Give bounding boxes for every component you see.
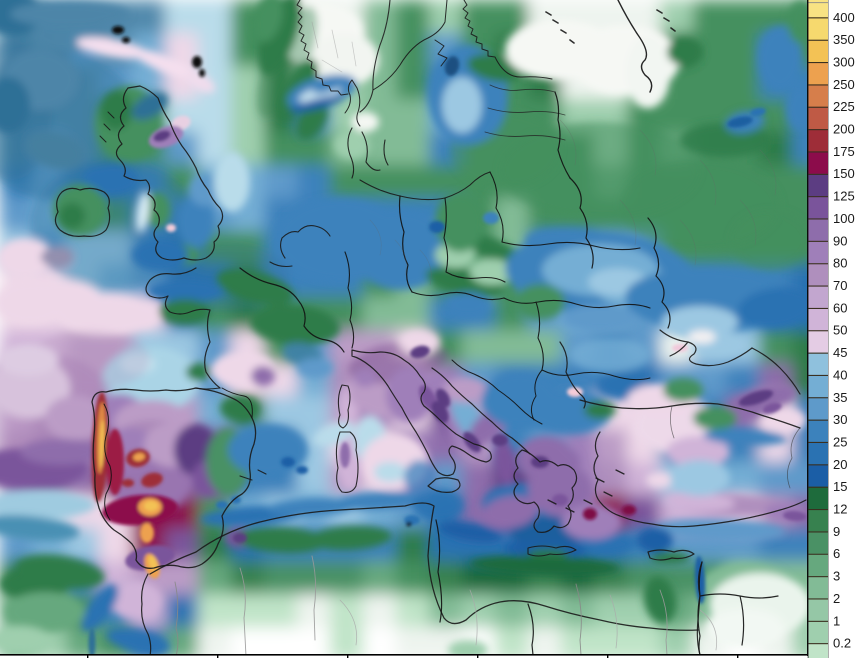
svg-text:12: 12 xyxy=(833,502,847,517)
svg-text:30: 30 xyxy=(833,412,847,427)
svg-text:70: 70 xyxy=(833,278,847,293)
svg-text:300: 300 xyxy=(833,55,855,70)
svg-text:350: 350 xyxy=(833,32,855,47)
svg-text:225: 225 xyxy=(833,99,855,114)
svg-text:50: 50 xyxy=(833,323,847,338)
svg-text:90: 90 xyxy=(833,233,847,248)
svg-text:35: 35 xyxy=(833,390,847,405)
svg-text:150: 150 xyxy=(833,166,855,181)
svg-text:15: 15 xyxy=(833,479,847,494)
svg-text:40: 40 xyxy=(833,367,847,382)
svg-text:200: 200 xyxy=(833,122,855,137)
svg-text:0.2: 0.2 xyxy=(833,636,851,651)
svg-text:3: 3 xyxy=(833,569,840,584)
svg-text:25: 25 xyxy=(833,434,847,449)
svg-text:400: 400 xyxy=(833,10,855,25)
svg-text:250: 250 xyxy=(833,77,855,92)
svg-text:60: 60 xyxy=(833,300,847,315)
svg-text:80: 80 xyxy=(833,256,847,271)
svg-text:6: 6 xyxy=(833,546,840,561)
svg-text:20: 20 xyxy=(833,457,847,472)
svg-text:100: 100 xyxy=(833,211,855,226)
svg-text:45: 45 xyxy=(833,345,847,360)
svg-text:9: 9 xyxy=(833,524,840,539)
svg-text:1: 1 xyxy=(833,613,840,628)
svg-text:175: 175 xyxy=(833,144,855,159)
svg-text:125: 125 xyxy=(833,189,855,204)
svg-text:2: 2 xyxy=(833,591,840,606)
